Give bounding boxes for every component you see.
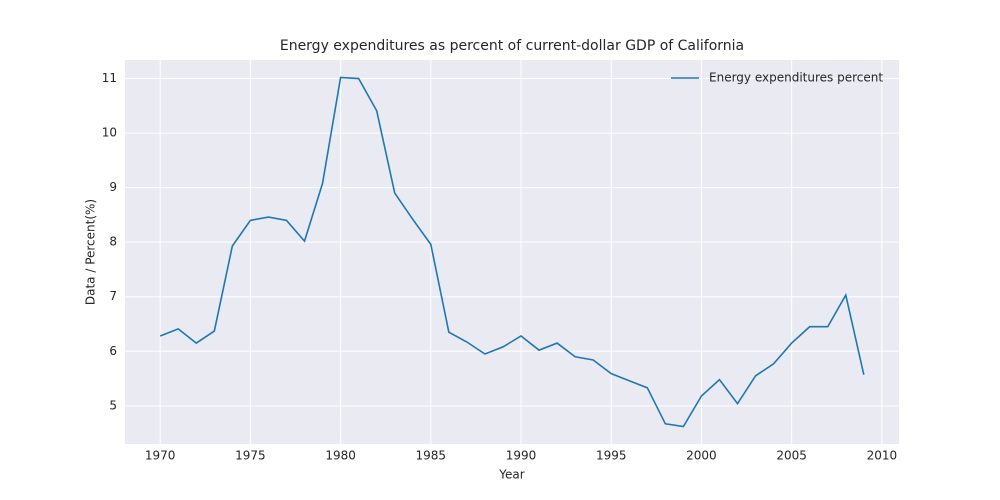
x-tick-label: 2005	[776, 449, 807, 463]
x-tick-label: 1985	[416, 449, 447, 463]
chart-title: Energy expenditures as percent of curren…	[280, 38, 744, 54]
y-tick-label: 7	[109, 289, 117, 303]
plot-area	[125, 60, 899, 444]
y-tick-label: 11	[102, 71, 117, 85]
x-tick-label: 1990	[506, 449, 537, 463]
legend-label: Energy expenditures percent	[709, 71, 883, 85]
x-tick-label: 1995	[596, 449, 627, 463]
x-axis-label: Year	[498, 468, 524, 482]
x-tick-label: 1975	[235, 449, 266, 463]
data-line	[159, 76, 865, 428]
x-tick-label: 2000	[686, 449, 717, 463]
x-tick-label: 1970	[145, 449, 176, 463]
x-tick-label: 2010	[867, 449, 898, 463]
y-tick-label: 5	[109, 398, 117, 412]
y-tick-label: 10	[102, 126, 117, 140]
x-tick-label: 1980	[325, 449, 356, 463]
y-tick-label: 6	[109, 344, 117, 358]
y-tick-label: 8	[109, 235, 117, 249]
y-axis-label: Data / Percent(%)	[84, 199, 98, 305]
y-tick-label: 9	[109, 180, 117, 194]
